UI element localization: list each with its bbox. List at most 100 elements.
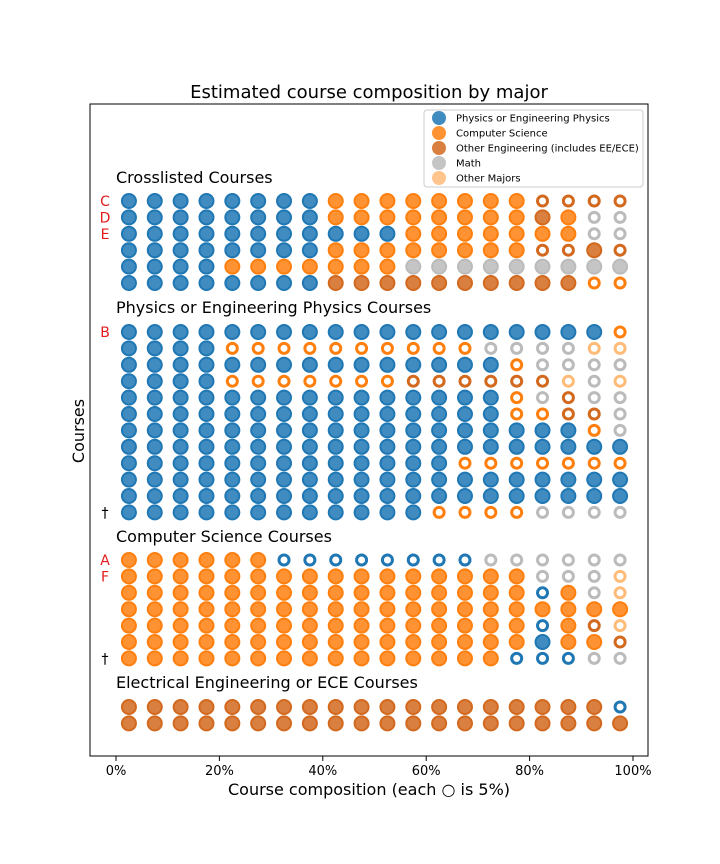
waffle-marker <box>482 225 499 242</box>
waffle-marker <box>250 406 267 422</box>
waffle-marker <box>224 488 241 504</box>
waffle-marker <box>431 356 448 373</box>
waffle-marker <box>277 553 291 567</box>
waffle-marker <box>405 242 422 259</box>
waffle-marker <box>536 553 550 567</box>
waffle-marker <box>353 471 370 488</box>
waffle-marker <box>380 374 394 388</box>
waffle-marker <box>198 225 215 242</box>
waffle-marker <box>250 699 267 715</box>
section-group: Computer Science Courses AF † <box>100 527 629 667</box>
waffle-marker <box>301 389 318 406</box>
waffle-marker <box>560 699 577 715</box>
waffle-marker <box>560 258 577 275</box>
waffle-marker <box>379 650 396 667</box>
legend-box <box>423 109 644 188</box>
section-group: Crosslisted Courses CDE <box>100 168 629 291</box>
waffle-marker <box>250 471 267 488</box>
waffle-marker <box>379 699 396 715</box>
waffle-marker <box>301 650 318 667</box>
waffle-marker <box>432 374 446 388</box>
waffle-marker <box>276 209 293 226</box>
waffle-marker <box>405 455 422 472</box>
waffle-marker <box>120 373 137 390</box>
waffle-marker <box>276 225 293 242</box>
waffle-marker <box>172 209 189 226</box>
waffle-marker <box>353 584 370 601</box>
row-label: D <box>100 210 111 226</box>
section-title: Electrical Engineering or ECE Courses <box>116 673 418 692</box>
waffle-marker <box>276 584 293 601</box>
waffle-marker <box>560 422 577 439</box>
waffle-marker <box>276 422 293 439</box>
waffle-marker <box>120 552 137 568</box>
waffle-marker <box>146 617 163 634</box>
waffle-marker <box>353 488 370 504</box>
waffle-marker <box>405 504 422 521</box>
waffle-marker <box>613 635 627 649</box>
waffle-marker <box>224 471 241 488</box>
waffle-marker <box>120 715 137 732</box>
waffle-marker <box>587 456 601 470</box>
waffle-marker <box>510 391 524 405</box>
waffle-marker <box>405 209 422 226</box>
waffle-marker <box>172 455 189 472</box>
waffle-marker <box>353 438 370 455</box>
waffle-marker <box>379 225 396 242</box>
waffle-marker <box>508 258 525 275</box>
waffle-marker <box>482 389 499 406</box>
waffle-marker <box>120 275 137 291</box>
waffle-marker <box>224 634 241 650</box>
waffle-marker <box>456 193 473 209</box>
waffle-marker <box>120 471 137 488</box>
waffle-marker <box>301 225 318 242</box>
waffle-marker <box>120 455 137 472</box>
waffle-marker <box>508 715 525 732</box>
waffle-marker <box>303 553 317 567</box>
waffle-marker <box>456 406 473 422</box>
waffle-marker <box>250 209 267 226</box>
waffle-marker <box>327 715 344 732</box>
waffle-marker <box>587 553 601 567</box>
waffle-marker <box>612 488 629 504</box>
waffle-marker <box>561 569 575 583</box>
waffle-marker <box>301 584 318 601</box>
waffle-marker <box>482 422 499 439</box>
waffle-marker <box>379 193 396 209</box>
waffle-marker <box>250 324 267 340</box>
waffle-marker <box>198 373 215 390</box>
chart-sections: Crosslisted Courses CDE Physics or Enginee… <box>100 168 629 732</box>
waffle-marker <box>534 422 551 439</box>
waffle-marker <box>198 193 215 209</box>
waffle-marker <box>379 601 396 618</box>
waffle-marker <box>534 699 551 715</box>
waffle-marker <box>353 617 370 634</box>
waffle-marker <box>198 242 215 259</box>
waffle-marker <box>353 242 370 259</box>
waffle-marker <box>482 275 499 291</box>
waffle-marker <box>431 193 448 209</box>
waffle-marker <box>353 568 370 585</box>
waffle-marker <box>456 275 473 291</box>
waffle-marker <box>379 488 396 504</box>
waffle-marker <box>561 341 575 355</box>
waffle-marker <box>431 258 448 275</box>
waffle-marker <box>301 242 318 259</box>
waffle-marker <box>612 471 629 488</box>
waffle-marker <box>560 584 577 601</box>
waffle-marker <box>560 634 577 650</box>
waffle-marker <box>120 209 137 226</box>
waffle-marker <box>613 651 627 665</box>
waffle-marker <box>536 619 550 633</box>
waffle-marker <box>379 275 396 291</box>
waffle-marker <box>484 553 498 567</box>
waffle-marker <box>276 650 293 667</box>
waffle-marker <box>561 374 575 388</box>
waffle-marker <box>508 242 525 259</box>
waffle-marker <box>250 650 267 667</box>
waffle-marker <box>405 406 422 422</box>
waffle-marker <box>146 275 163 291</box>
waffle-marker <box>301 356 318 373</box>
waffle-marker <box>613 276 627 290</box>
